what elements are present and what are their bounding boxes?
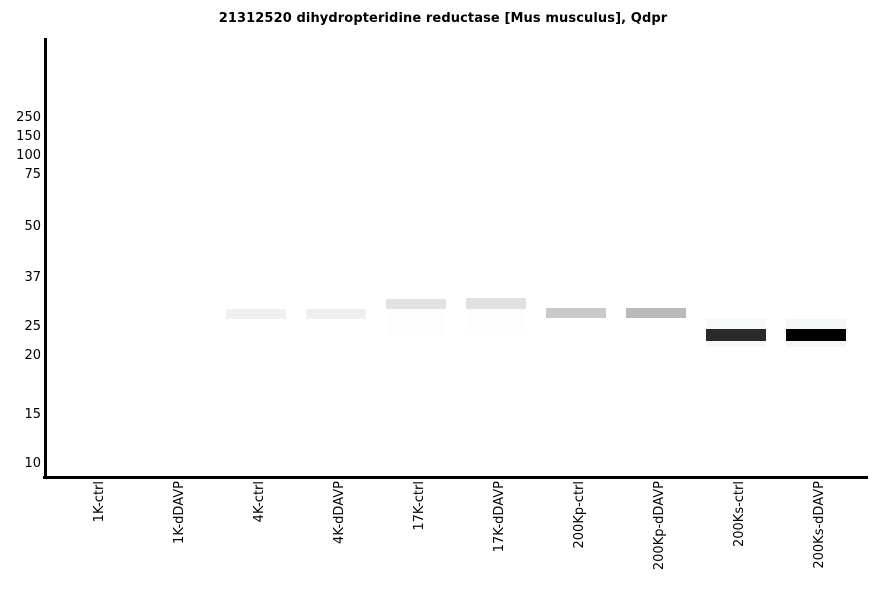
x-axis-line: [43, 476, 868, 479]
x-tick-label: 1K-ctrl: [92, 481, 107, 523]
y-tick-label-37: 37: [24, 270, 41, 285]
blot-band: [786, 329, 846, 341]
y-tick-label-75: 75: [24, 167, 41, 182]
x-tick-label: 17K-ctrl: [412, 481, 427, 531]
y-tick-label-50: 50: [24, 219, 41, 234]
x-tick-label: 1K-dDAVP: [172, 481, 187, 544]
chart-title: 21312520 dihydropteridine reductase [Mus…: [218, 11, 668, 26]
blot-band: [466, 298, 526, 309]
y-tick-label-25: 25: [24, 319, 41, 334]
blot-band: [626, 308, 686, 318]
x-tick-label: 4K-ctrl: [252, 481, 267, 523]
band-halo: [386, 309, 446, 336]
x-tick-label: 4K-dDAVP: [332, 481, 347, 544]
y-tick-label-10: 10: [24, 456, 41, 471]
x-tick-label: 200Kp-dDAVP: [652, 481, 667, 571]
blot-band: [386, 299, 446, 309]
blot-band: [226, 309, 286, 319]
blot-band: [306, 309, 366, 319]
blot-band: [546, 308, 606, 318]
x-tick-label: 17K-dDAVP: [492, 481, 507, 553]
y-axis-line: [44, 38, 47, 479]
y-tick-label-150: 150: [16, 129, 41, 144]
band-halo: [466, 309, 526, 335]
y-tick-label-100: 100: [16, 148, 41, 163]
x-tick-label: 200Ks-dDAVP: [812, 481, 827, 569]
y-tick-label-20: 20: [24, 348, 41, 363]
x-tick-label: 200Kp-ctrl: [572, 481, 587, 549]
x-tick-label: 200Ks-ctrl: [732, 481, 747, 548]
blot-band: [706, 329, 766, 341]
y-tick-label-250: 250: [16, 110, 41, 125]
y-tick-label-15: 15: [24, 407, 41, 422]
